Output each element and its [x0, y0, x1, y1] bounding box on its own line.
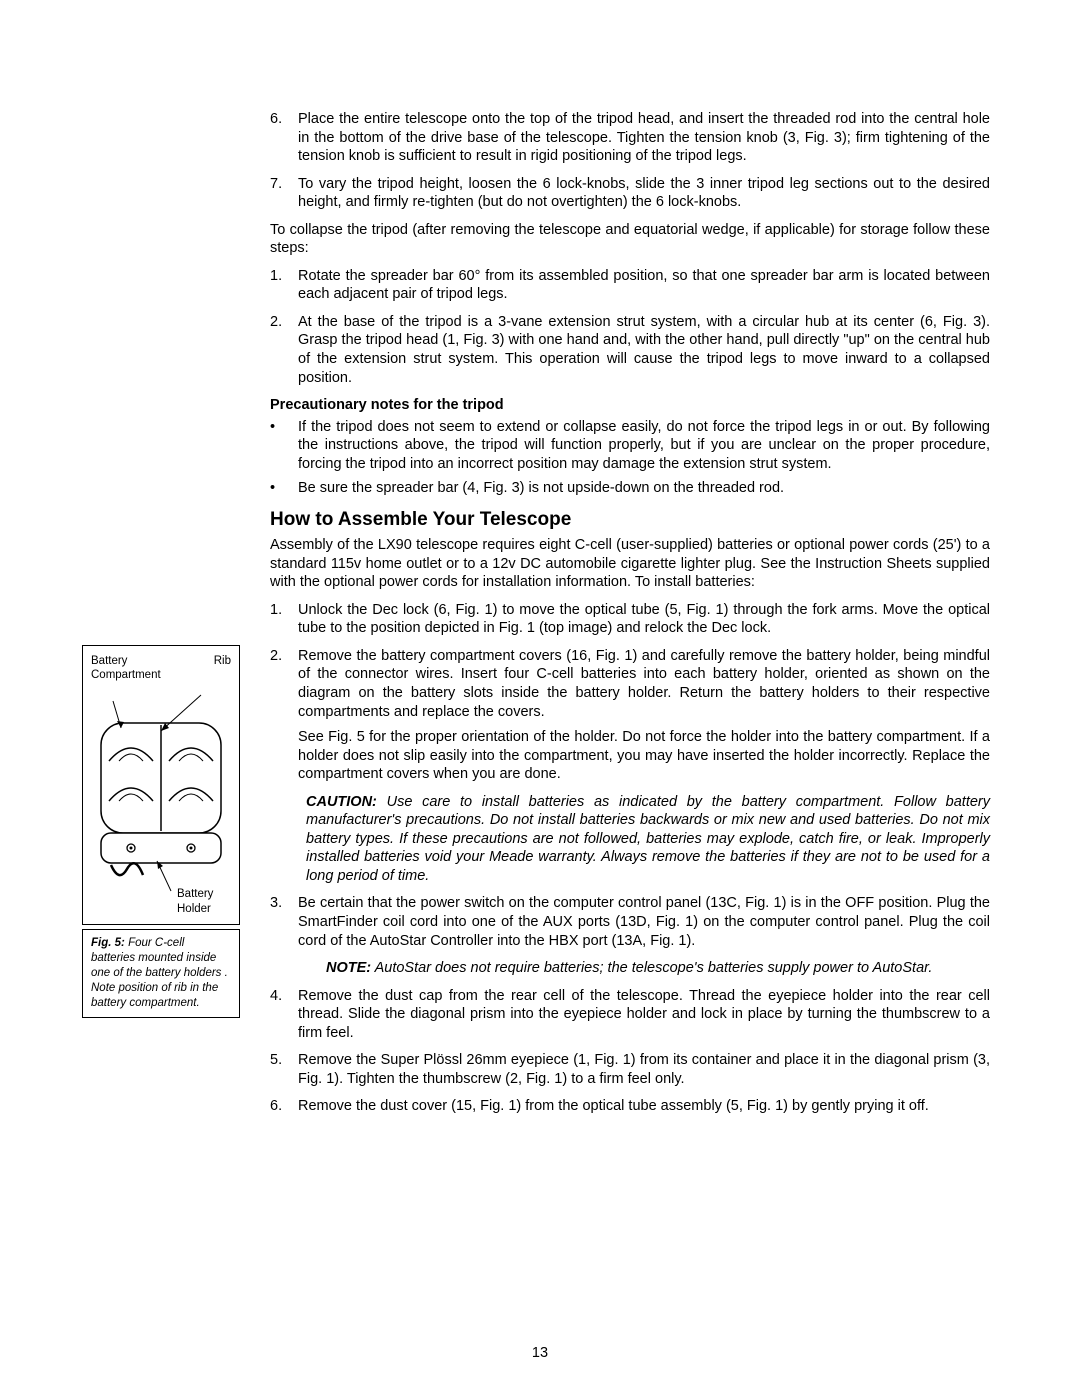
note-text: AutoStar does not require batteries; the…	[371, 960, 932, 976]
caution-text: Use care to install batteries as indicat…	[306, 794, 990, 884]
list-body: Remove the dust cap from the rear cell o…	[298, 987, 990, 1043]
list-item: 6. Remove the dust cover (15, Fig. 1) fr…	[270, 1097, 990, 1116]
list-item: 4. Remove the dust cap from the rear cel…	[270, 987, 990, 1043]
list-body: Unlock the Dec lock (6, Fig. 1) to move …	[298, 601, 990, 638]
bullet-item: • If the tripod does not seem to extend …	[270, 418, 990, 474]
bullet-mark: •	[270, 418, 298, 474]
caption-bold: Fig. 5:	[91, 937, 125, 949]
note-label: NOTE:	[326, 960, 371, 976]
list-number: 6.	[270, 1097, 298, 1116]
paragraph: Assembly of the LX90 telescope requires …	[270, 536, 990, 592]
list-body: Rotate the spreader bar 60° from its ass…	[298, 267, 990, 304]
list-item: 6. Place the entire telescope onto the t…	[270, 110, 990, 166]
caution-note: CAUTION: Use care to install batteries a…	[306, 793, 990, 886]
bullet-mark: •	[270, 479, 298, 498]
list-number: 1.	[270, 601, 298, 638]
list-number: 5.	[270, 1051, 298, 1088]
figure-caption: Fig. 5: Four C-cell batteries mounted in…	[82, 929, 240, 1018]
label-battery-compartment: Battery Compartment	[91, 654, 171, 683]
bullet-body: If the tripod does not seem to extend or…	[298, 418, 990, 474]
note: NOTE: AutoStar does not require batterie…	[326, 959, 990, 978]
list-body: Remove the Super Plössl 26mm eyepiece (1…	[298, 1051, 990, 1088]
main-column: 6. Place the entire telescope onto the t…	[270, 110, 990, 1116]
section-heading: How to Assemble Your Telescope	[270, 508, 990, 532]
list-item: 1. Rotate the spreader bar 60° from its …	[270, 267, 990, 304]
list-number: 2.	[270, 313, 298, 387]
figure-5-svg	[91, 683, 231, 913]
list-body: Remove the dust cover (15, Fig. 1) from …	[298, 1097, 990, 1116]
list-item: 1. Unlock the Dec lock (6, Fig. 1) to mo…	[270, 601, 990, 638]
list-item: 5. Remove the Super Plössl 26mm eyepiece…	[270, 1051, 990, 1088]
label-battery-holder: Battery Holder	[177, 887, 227, 916]
list-number: 3.	[270, 894, 298, 950]
subheading-precaution: Precautionary notes for the tripod	[270, 396, 990, 415]
page-number: 13	[0, 1345, 1080, 1361]
list-body: Place the entire telescope onto the top …	[298, 110, 990, 166]
list-body: At the base of the tripod is a 3-vane ex…	[298, 313, 990, 387]
list-text: Remove the battery compartment covers (1…	[298, 648, 990, 720]
paragraph: To collapse the tripod (after removing t…	[270, 221, 990, 258]
list-body: To vary the tripod height, loosen the 6 …	[298, 175, 990, 212]
caution-label: CAUTION:	[306, 794, 377, 810]
list-number: 2.	[270, 647, 298, 784]
list-item: 2. At the base of the tripod is a 3-vane…	[270, 313, 990, 387]
label-rib: Rib	[214, 654, 231, 683]
list-body: Be certain that the power switch on the …	[298, 894, 990, 950]
list-text-2: See Fig. 5 for the proper orientation of…	[298, 729, 990, 782]
sidebar: Battery Compartment Rib	[82, 645, 240, 1018]
bullet-item: • Be sure the spreader bar (4, Fig. 3) i…	[270, 479, 990, 498]
list-item: 3. Be certain that the power switch on t…	[270, 894, 990, 950]
list-item: 2. Remove the battery compartment covers…	[270, 647, 990, 784]
list-number: 4.	[270, 987, 298, 1043]
list-number: 6.	[270, 110, 298, 166]
list-number: 7.	[270, 175, 298, 212]
list-body: Remove the battery compartment covers (1…	[298, 647, 990, 784]
list-item: 7. To vary the tripod height, loosen the…	[270, 175, 990, 212]
figure-box: Battery Compartment Rib	[82, 645, 240, 925]
list-number: 1.	[270, 267, 298, 304]
bullet-body: Be sure the spreader bar (4, Fig. 3) is …	[298, 479, 990, 498]
